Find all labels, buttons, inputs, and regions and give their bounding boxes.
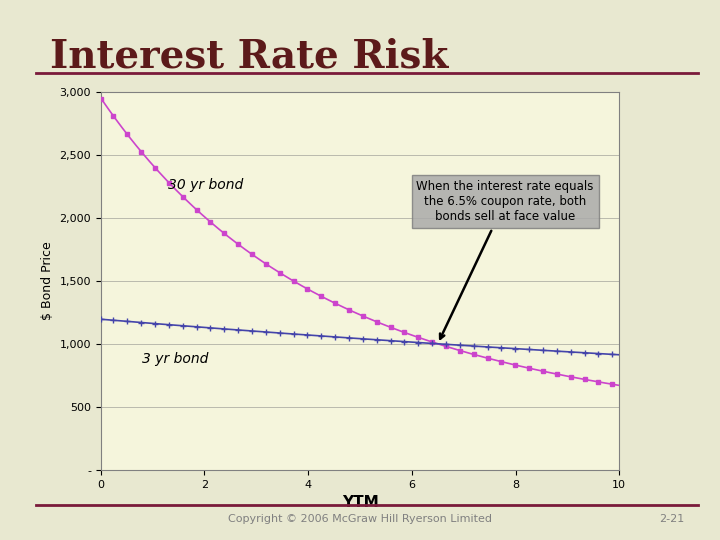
Y-axis label: $ Bond Price: $ Bond Price — [41, 241, 54, 320]
Text: Interest Rate Risk: Interest Rate Risk — [50, 38, 449, 76]
Text: 30 yr bond: 30 yr bond — [168, 178, 243, 192]
Text: 2-21: 2-21 — [659, 514, 684, 524]
X-axis label: YTM: YTM — [341, 495, 379, 510]
Text: When the interest rate equals
the 6.5% coupon rate, both
bonds sell at face valu: When the interest rate equals the 6.5% c… — [416, 180, 594, 339]
Text: Copyright © 2006 McGraw Hill Ryerson Limited: Copyright © 2006 McGraw Hill Ryerson Lim… — [228, 514, 492, 524]
Text: 3 yr bond: 3 yr bond — [143, 352, 209, 366]
